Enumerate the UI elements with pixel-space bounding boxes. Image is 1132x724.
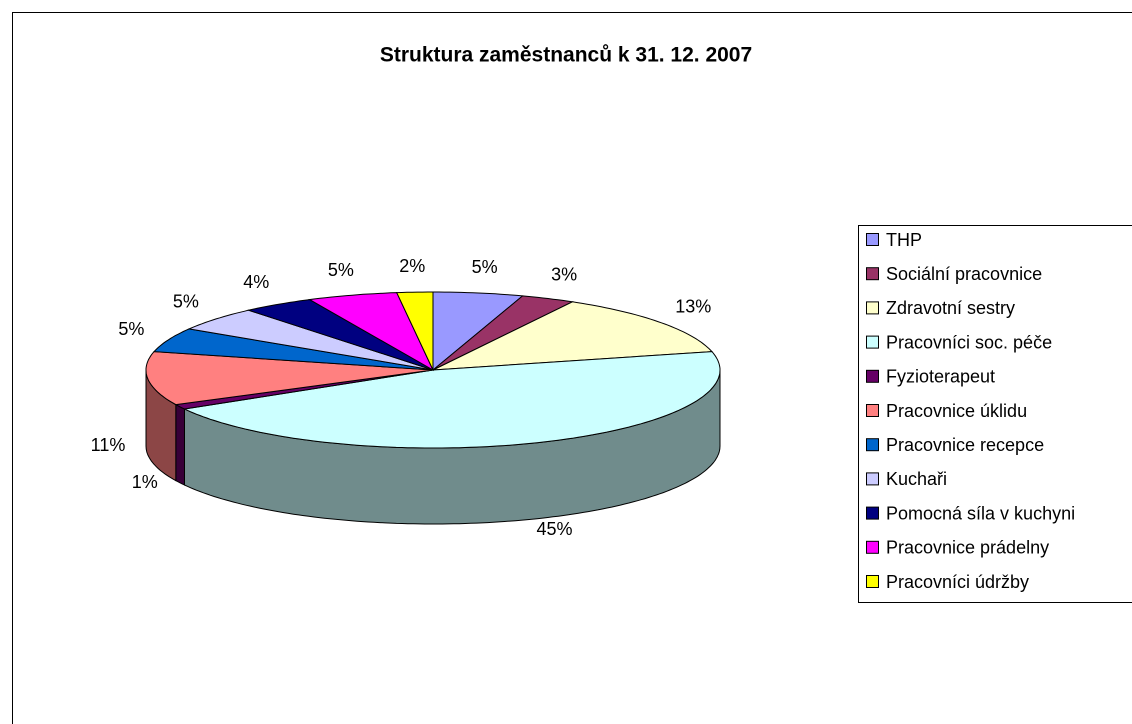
chart-title: Struktura zaměstnanců k 31. 12. 2007 [380, 44, 752, 67]
data-label: 3% [551, 264, 577, 284]
legend-swatch [866, 369, 879, 383]
legend-swatch [866, 335, 879, 349]
legend-swatch [866, 575, 879, 588]
pie-slice [145, 351, 434, 406]
data-label: 5% [472, 257, 498, 277]
pie-slice [395, 291, 434, 371]
data-label: 13% [675, 296, 711, 316]
pie-side [175, 403, 185, 486]
legend-swatch [866, 301, 879, 315]
data-label: 5% [173, 291, 199, 311]
pie-slice [432, 301, 713, 371]
pie-slice [187, 309, 434, 371]
legend-label: Pracovnice recepce [886, 435, 1044, 455]
data-label: 5% [118, 319, 144, 339]
legend-box [858, 225, 1132, 603]
data-label: 1% [132, 472, 158, 492]
legend-label: Kuchaři [886, 469, 947, 489]
legend-label: Pomocná síla v kuchyni [886, 503, 1075, 523]
legend-label: Pracovnice úklidu [886, 401, 1027, 421]
pie-slice [308, 292, 435, 372]
legend-label: Pracovníci soc. péče [886, 332, 1052, 352]
data-label: 45% [537, 519, 573, 539]
pie-slice [246, 299, 434, 371]
legend-label: Pracovníci údržby [886, 572, 1029, 592]
pie-slice [182, 351, 721, 449]
legend-swatch [866, 472, 879, 486]
legend-swatch [866, 506, 879, 520]
legend-swatch [866, 540, 879, 554]
legend-label: Zdravotní sestry [886, 298, 1015, 318]
legend-label: Pracovnice prádelny [886, 538, 1049, 558]
data-label: 4% [243, 272, 269, 292]
legend-swatch [866, 233, 879, 246]
legend-label: Fyzioterapeut [886, 367, 995, 387]
data-label: 11% [91, 435, 126, 455]
pie-slice [432, 291, 524, 372]
legend-label: Sociální pracovnice [886, 264, 1042, 284]
legend-swatch [866, 267, 879, 281]
pie-slice [432, 295, 575, 371]
legend-label: THP [886, 230, 922, 250]
data-label: 2% [399, 256, 425, 276]
legend-swatch [866, 438, 879, 452]
pie-slice [153, 328, 434, 371]
legend-swatch [866, 404, 879, 417]
data-label: 5% [328, 260, 354, 280]
